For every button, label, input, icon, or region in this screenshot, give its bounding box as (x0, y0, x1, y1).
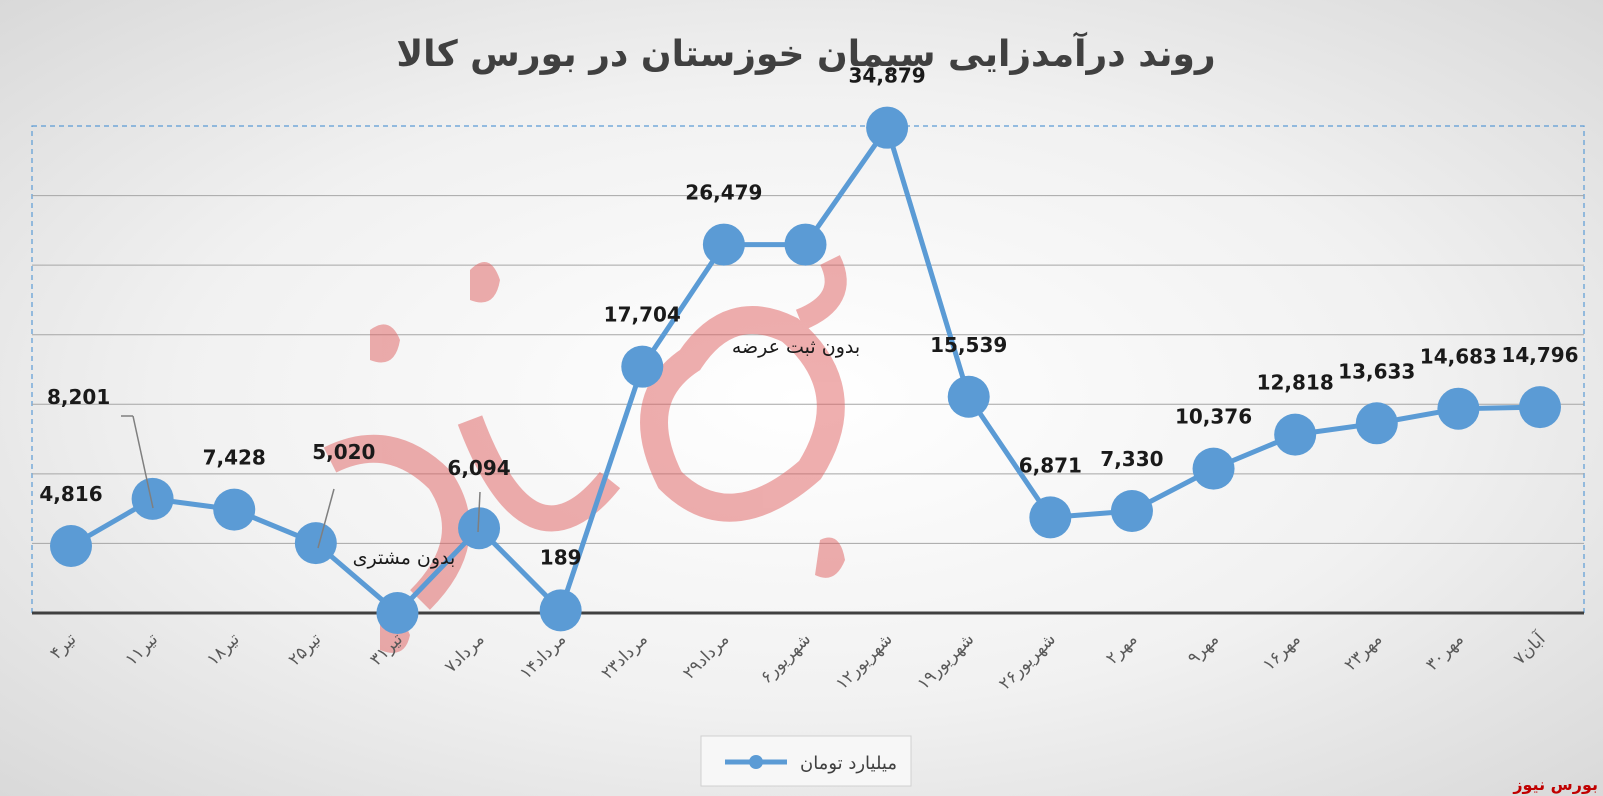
x-tick-label: ۱۱تیر (121, 629, 162, 670)
x-tick-label: ۲۵تیر (285, 629, 326, 670)
data-point (1355, 402, 1398, 445)
data-labels: 4,816 8,201 7,428 5,020 6,094 189 17,704 26,479… (39, 64, 1578, 570)
data-label: 7,330 (1100, 447, 1163, 471)
annotation-no-customer: بدون مشتری (353, 547, 456, 569)
data-point (1110, 490, 1153, 533)
data-point (947, 375, 990, 418)
x-tick-label: ۲۳مهر (1341, 629, 1387, 675)
x-tick-label: ۱۴مرداد (516, 629, 570, 683)
x-tick-label: ۷مرداد (441, 629, 489, 677)
legend: میلیارد تومان (700, 735, 912, 787)
data-point (1437, 387, 1480, 430)
x-tick-label: ۱۸تیر (203, 629, 244, 670)
data-label: 4,816 (39, 482, 102, 506)
x-tick-label: ۳۰مهر (1422, 629, 1468, 675)
data-label: 14,683 (1420, 345, 1497, 369)
data-point (213, 488, 256, 531)
watermark-logo (323, 255, 847, 653)
data-label: 10,376 (1175, 405, 1252, 429)
data-point (1519, 386, 1561, 429)
data-label: 15,539 (930, 333, 1007, 357)
x-tick-label: ۷آبان (1508, 627, 1550, 669)
data-label: 5,020 (312, 440, 375, 464)
data-point (621, 345, 664, 388)
data-point (131, 477, 174, 520)
x-tick-label: ۲۳مرداد (598, 629, 652, 683)
leader-line-8201 (132, 415, 154, 509)
data-label: 8,201 (47, 385, 110, 409)
data-label: 34,879 (849, 64, 926, 88)
x-tick-label: ۱۹شهریور (914, 629, 979, 694)
watermark-brand: بورس نیوز (1512, 775, 1598, 794)
data-point (458, 507, 501, 550)
x-tick-label: ۴تیر (46, 629, 80, 663)
data-point (50, 524, 92, 567)
data-point (539, 589, 582, 632)
data-point (1029, 496, 1072, 539)
legend-series-name: میلیارد تومان (800, 753, 897, 774)
x-tick-label: ۲مهر (1102, 629, 1141, 668)
legend-marker (749, 755, 763, 769)
data-point (294, 522, 337, 565)
data-label: 189 (540, 545, 582, 569)
data-label: 14,796 (1501, 343, 1578, 367)
data-label: 7,428 (203, 446, 266, 470)
x-tick-label: ۲۹مرداد (679, 629, 733, 683)
x-tick-label: ۱۶مهر (1259, 629, 1305, 675)
data-label: 12,818 (1257, 371, 1334, 395)
x-tick-label: ۶شهریور (757, 629, 815, 687)
data-label: 26,479 (685, 181, 762, 205)
x-tick-label: ۹مهر (1184, 629, 1223, 668)
data-point (866, 106, 909, 149)
leader-line-5020 (317, 488, 335, 549)
x-tick-label: ۱۲شهریور (832, 629, 897, 694)
data-label: 6,094 (447, 456, 510, 480)
data-point (1274, 413, 1317, 456)
x-tick-label: ۲۶شهریور (995, 629, 1060, 694)
plot-area-frame (31, 125, 1585, 614)
data-label: 13,633 (1338, 359, 1415, 383)
data-point (784, 223, 827, 266)
data-label: 17,704 (604, 303, 681, 327)
annotation-no-offer: بدون ثبت عرضه (732, 336, 860, 358)
data-point (1192, 447, 1235, 490)
data-label: 6,871 (1019, 453, 1082, 477)
series-markers (50, 106, 1561, 634)
chart-title: روند درآمدزایی سیمان خوزستان در بورس کال… (396, 31, 1215, 75)
data-point (376, 592, 419, 634)
data-point (702, 223, 745, 266)
leader-line-6094 (477, 491, 481, 533)
